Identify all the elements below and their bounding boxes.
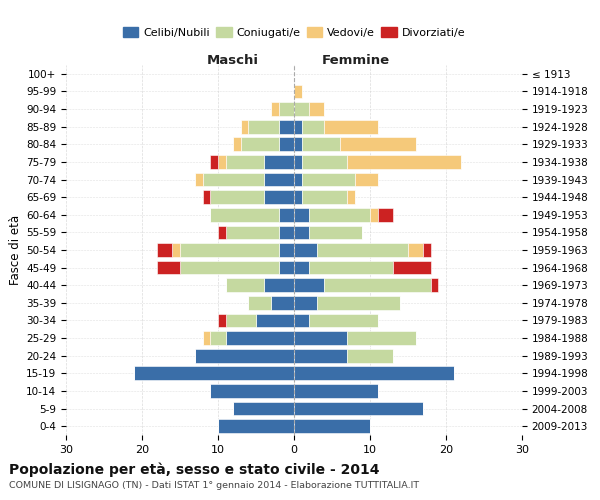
Bar <box>294 84 302 98</box>
Bar <box>256 314 294 328</box>
Bar <box>226 331 294 345</box>
Bar <box>294 349 347 362</box>
Bar <box>294 331 347 345</box>
Bar <box>211 208 279 222</box>
Bar <box>248 296 271 310</box>
Y-axis label: Anni di nascita: Anni di nascita <box>597 206 600 294</box>
Bar <box>302 190 347 204</box>
Bar <box>294 314 309 328</box>
Bar <box>302 155 347 169</box>
Bar <box>294 138 302 151</box>
Bar <box>279 120 294 134</box>
Text: Popolazione per età, sesso e stato civile - 2014: Popolazione per età, sesso e stato civil… <box>9 462 380 477</box>
Bar <box>203 172 263 186</box>
Bar <box>325 278 431 292</box>
Bar <box>294 260 309 274</box>
Bar <box>294 120 302 134</box>
Bar <box>241 120 248 134</box>
Bar <box>294 243 317 257</box>
Bar <box>294 296 317 310</box>
Bar <box>347 331 416 345</box>
Bar <box>309 314 377 328</box>
Bar <box>203 331 211 345</box>
Bar <box>423 243 431 257</box>
Bar <box>294 172 302 186</box>
Bar <box>408 243 423 257</box>
Bar <box>279 102 294 116</box>
Bar <box>233 402 294 415</box>
Bar <box>172 243 180 257</box>
Bar <box>263 172 294 186</box>
Bar <box>279 260 294 274</box>
Bar <box>279 208 294 222</box>
Bar <box>355 172 377 186</box>
Bar <box>241 138 279 151</box>
Bar <box>279 243 294 257</box>
Bar <box>263 278 294 292</box>
Bar <box>302 138 340 151</box>
Bar <box>370 208 377 222</box>
Bar <box>347 155 461 169</box>
Bar <box>271 296 294 310</box>
Bar <box>347 190 355 204</box>
Bar <box>211 331 226 345</box>
Bar <box>294 420 370 433</box>
Bar <box>309 260 393 274</box>
Bar <box>294 226 309 239</box>
Bar <box>134 366 294 380</box>
Bar <box>180 260 279 274</box>
Bar <box>393 260 431 274</box>
Bar <box>279 226 294 239</box>
Bar <box>294 366 454 380</box>
Bar <box>271 102 279 116</box>
Bar <box>294 102 309 116</box>
Bar <box>218 420 294 433</box>
Bar <box>294 190 302 204</box>
Bar <box>226 226 279 239</box>
Bar <box>263 155 294 169</box>
Text: COMUNE DI LISIGNAGO (TN) - Dati ISTAT 1° gennaio 2014 - Elaborazione TUTTITALIA.: COMUNE DI LISIGNAGO (TN) - Dati ISTAT 1°… <box>9 481 419 490</box>
Bar <box>157 260 180 274</box>
Bar <box>180 243 279 257</box>
Bar <box>309 226 362 239</box>
Y-axis label: Fasce di età: Fasce di età <box>9 215 22 285</box>
Bar <box>309 102 325 116</box>
Bar <box>211 190 263 204</box>
Bar <box>325 120 377 134</box>
Legend: Celibi/Nubili, Coniugati/e, Vedovi/e, Divorziati/e: Celibi/Nubili, Coniugati/e, Vedovi/e, Di… <box>118 22 470 42</box>
Bar <box>431 278 439 292</box>
Bar <box>294 155 302 169</box>
Bar <box>294 384 377 398</box>
Bar <box>317 243 408 257</box>
Bar <box>340 138 416 151</box>
Bar <box>347 349 393 362</box>
Bar <box>157 243 172 257</box>
Bar <box>218 155 226 169</box>
Bar <box>203 190 211 204</box>
Bar <box>317 296 400 310</box>
Bar <box>294 278 325 292</box>
Bar <box>211 155 218 169</box>
Bar <box>195 172 203 186</box>
Bar <box>218 314 226 328</box>
Bar <box>294 402 423 415</box>
Bar <box>302 172 355 186</box>
Bar <box>279 138 294 151</box>
Bar <box>226 314 256 328</box>
Bar <box>218 226 226 239</box>
Text: Femmine: Femmine <box>322 54 389 67</box>
Bar <box>211 384 294 398</box>
Bar <box>248 120 279 134</box>
Bar <box>302 120 325 134</box>
Bar <box>309 208 370 222</box>
Bar <box>226 155 263 169</box>
Bar <box>263 190 294 204</box>
Bar <box>226 278 263 292</box>
Bar <box>195 349 294 362</box>
Bar <box>377 208 393 222</box>
Text: Maschi: Maschi <box>206 54 259 67</box>
Bar <box>233 138 241 151</box>
Bar <box>294 208 309 222</box>
